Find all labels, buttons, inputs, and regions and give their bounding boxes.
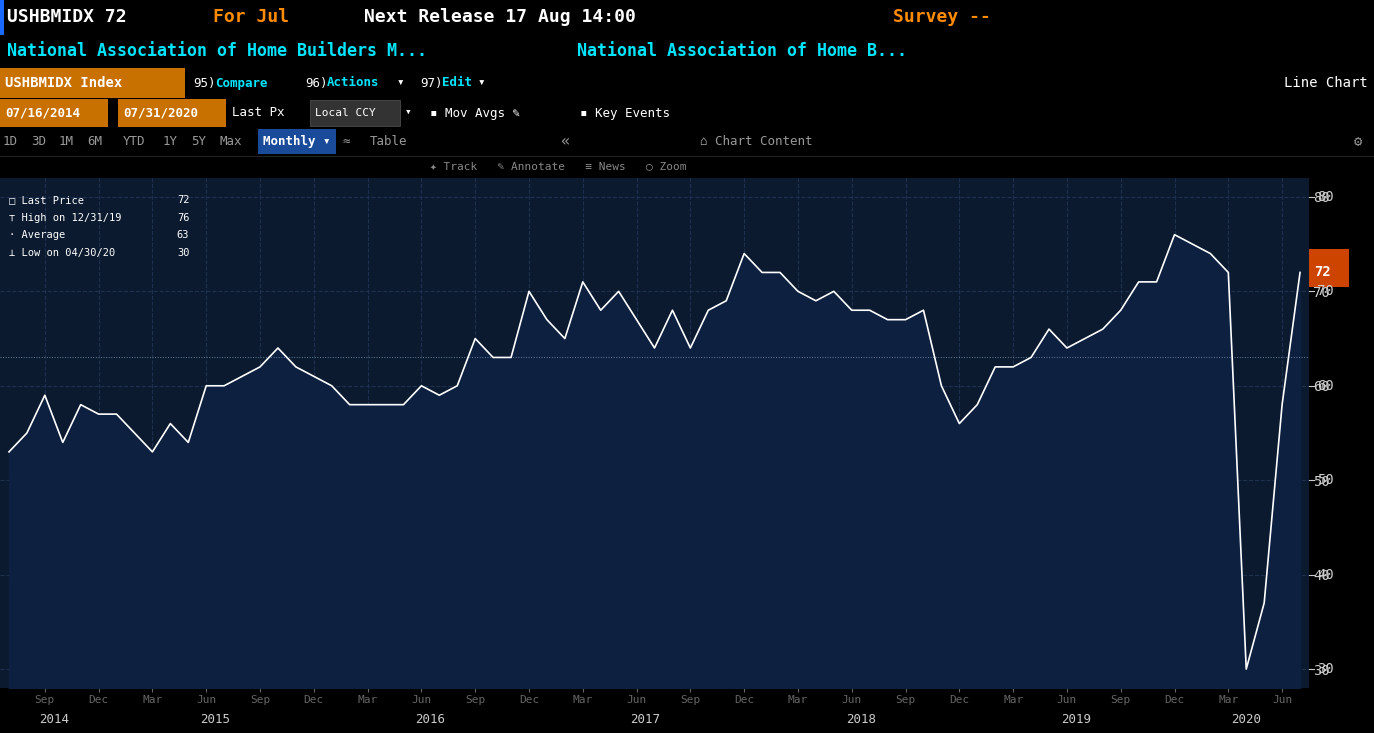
Text: 30: 30 [177,248,190,258]
Bar [0,99,109,127]
Text: 2020: 2020 [1231,713,1261,726]
Text: 2016: 2016 [415,713,445,726]
Text: 6M: 6M [87,135,102,148]
Text: Actions: Actions [327,76,379,89]
Bar [0,68,185,98]
Text: 72: 72 [1314,265,1331,279]
Text: 3D: 3D [32,135,45,148]
Text: □ Last Price: □ Last Price [8,195,84,205]
Text: 2018: 2018 [846,713,875,726]
Text: Last Px: Last Px [232,106,284,119]
Text: ≈: ≈ [342,135,349,148]
Text: ▾: ▾ [478,76,485,89]
Text: 50: 50 [1318,474,1334,487]
Text: National Association of Home Builders M...: National Association of Home Builders M.… [7,43,427,61]
Text: USHBMIDX 72: USHBMIDX 72 [7,9,126,26]
Text: 5Y: 5Y [191,135,206,148]
Text: ✦ Track   ✎ Annotate   ≡ News   ◯ Zoom: ✦ Track ✎ Annotate ≡ News ◯ Zoom [430,161,687,172]
Text: For Jul: For Jul [213,9,289,26]
Text: USHBMIDX Index: USHBMIDX Index [5,76,122,90]
Text: Compare: Compare [214,76,268,89]
Text: Table: Table [370,135,408,148]
Text: 30: 30 [1318,662,1334,676]
Text: 2015: 2015 [201,713,231,726]
Text: Line Chart: Line Chart [1283,76,1367,90]
Text: Monthly ▾: Monthly ▾ [262,135,331,148]
Text: 2019: 2019 [1061,713,1091,726]
Text: ⊥ Low on 04/30/20: ⊥ Low on 04/30/20 [8,248,115,258]
Text: 2017: 2017 [631,713,661,726]
Text: 76: 76 [177,213,190,223]
Text: Max: Max [218,135,242,148]
Text: Next Release 17 Aug 14:00: Next Release 17 Aug 14:00 [364,9,636,26]
Text: Survey --: Survey -- [893,9,991,26]
Text: 80: 80 [1318,190,1334,204]
Bar [311,100,400,126]
Text: ⊤ High on 12/31/19: ⊤ High on 12/31/19 [8,213,121,223]
Text: 70: 70 [1318,284,1334,298]
Text: ▪ Key Events: ▪ Key Events [580,106,671,119]
Text: «: « [561,134,569,149]
Bar [258,129,337,154]
Text: · Average: · Average [8,230,65,240]
Text: ⌂ Chart Content: ⌂ Chart Content [699,135,812,148]
Text: 1M: 1M [59,135,74,148]
Text: YTD: YTD [124,135,146,148]
Bar [1309,248,1349,287]
Bar [0,0,4,35]
Text: 63: 63 [177,230,190,240]
Text: 07/16/2014: 07/16/2014 [5,106,80,119]
Text: 40: 40 [1318,567,1334,582]
Text: 96): 96) [305,76,327,89]
Text: 60: 60 [1318,379,1334,393]
Text: Edit: Edit [442,76,473,89]
Text: 1D: 1D [3,135,18,148]
Text: 97): 97) [420,76,442,89]
Text: 2014: 2014 [38,713,69,726]
Text: National Association of Home B...: National Association of Home B... [577,43,907,61]
Text: 07/31/2020: 07/31/2020 [124,106,198,119]
Text: Local CCY: Local CCY [315,108,375,118]
Text: 72: 72 [177,195,190,205]
Text: ▾: ▾ [405,108,412,118]
Bar [118,99,225,127]
Text: ▪ Mov Avgs ✎: ▪ Mov Avgs ✎ [430,106,519,119]
Text: 95): 95) [192,76,216,89]
Text: ⚙: ⚙ [1353,134,1363,149]
Text: ▾: ▾ [397,76,404,89]
Text: 1Y: 1Y [164,135,179,148]
